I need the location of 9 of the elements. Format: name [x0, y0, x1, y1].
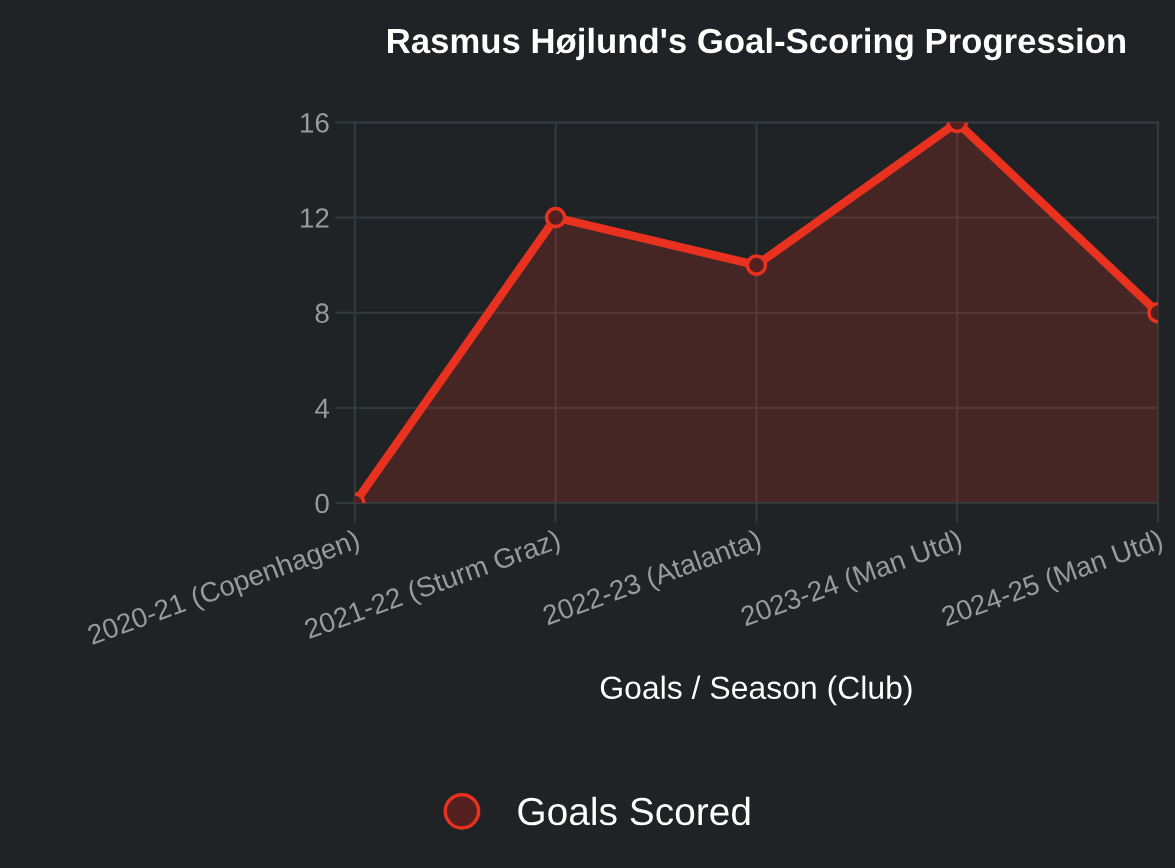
y-tick-label: 16	[301, 113, 329, 133]
point	[745, 254, 768, 276]
chart-title: Rasmus Højlund's Goal-Scoring Progression	[388, 27, 1125, 61]
y-tick-label: 12	[301, 208, 329, 228]
x-axis-title: Goals / Season (Club)	[600, 675, 912, 706]
y-tick-label: 0	[315, 493, 329, 514]
y-tick-label: 4	[315, 398, 330, 418]
y-tick-label: 8	[315, 303, 329, 324]
legend-label: Goals Scored	[518, 796, 750, 826]
